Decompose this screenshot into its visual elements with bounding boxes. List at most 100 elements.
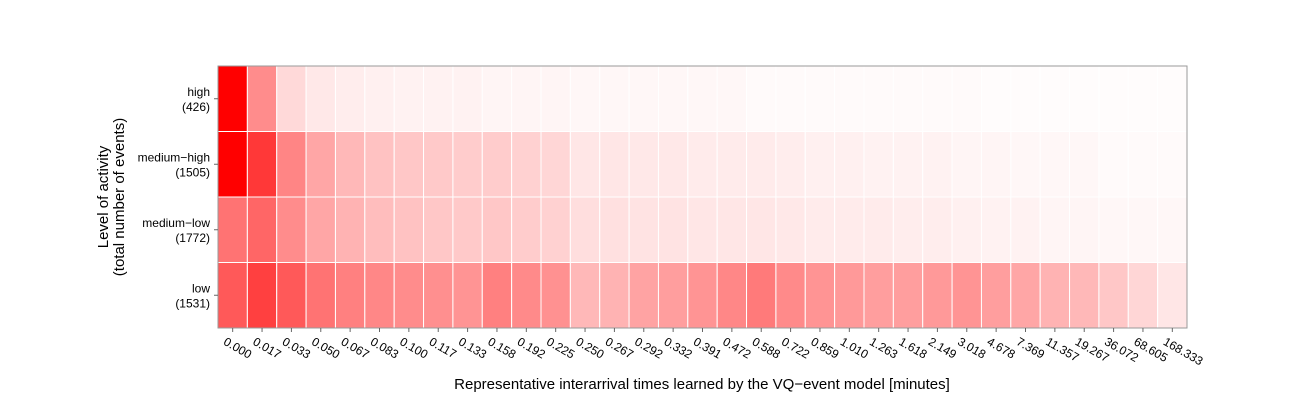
x-tick-label: 0.267 (603, 334, 636, 361)
heatmap-cell (1039, 131, 1071, 198)
heatmap-cell (628, 196, 659, 263)
heatmap-cell (746, 196, 777, 263)
heatmap-cell (481, 65, 513, 132)
x-tick-label: 0.017 (251, 334, 284, 361)
heatmap-cell (922, 131, 953, 198)
heatmap-cell (393, 262, 425, 329)
x-tick-label: 0.033 (280, 334, 313, 361)
y-tick-label-name: medium−high (138, 150, 210, 164)
heatmap-cell (922, 262, 953, 329)
heatmap-cell (1039, 262, 1071, 329)
heatmap-cell (364, 196, 395, 263)
heatmap-cell (1069, 131, 1100, 198)
x-tick-label: 0.292 (632, 334, 665, 361)
heatmap-cell (423, 65, 454, 132)
y-tick-label-name: low (192, 281, 210, 295)
heatmap-cell (246, 131, 278, 198)
heatmap-cell (599, 196, 630, 263)
heatmap-cell (892, 131, 924, 198)
x-tick-label: 0.067 (339, 334, 372, 361)
y-axis-title-line2: (total number of events) (111, 118, 128, 276)
heatmap-cell (775, 262, 806, 329)
x-tick-label: 0.391 (691, 334, 724, 361)
heatmap-cell (276, 131, 307, 198)
heatmap-cell (305, 196, 336, 263)
heatmap-cell (980, 196, 1012, 263)
heatmap-cell (452, 65, 483, 132)
heatmap-cell (834, 262, 865, 329)
x-tick-label: 0.859 (808, 334, 841, 361)
heatmap-cell (775, 196, 806, 263)
heatmap-cell (746, 262, 777, 329)
heatmap-cell (246, 196, 278, 263)
x-tick-label: 0.722 (779, 334, 812, 361)
y-tick-label-count: (1531) (175, 296, 210, 310)
heatmap-cell (746, 65, 777, 132)
heatmap-cell (276, 262, 307, 329)
heatmap-cell (716, 131, 748, 198)
heatmap-cell (452, 131, 483, 198)
heatmap-cell (980, 131, 1012, 198)
x-tick-label: 0.000 (221, 334, 254, 361)
x-tick-label: 0.332 (662, 334, 695, 361)
heatmap-cell (1127, 131, 1159, 198)
heatmap-cell (687, 131, 718, 198)
x-tick-label: 0.192 (515, 334, 548, 361)
x-tick-label: 1.263 (867, 334, 900, 361)
heatmap-cell (334, 131, 366, 198)
y-tick-label-name: medium−low (142, 216, 210, 230)
heatmap-cell (569, 131, 601, 198)
heatmap-cell (305, 65, 336, 132)
heatmap-cell (217, 131, 248, 198)
heatmap-cell (217, 262, 248, 329)
heatmap-cell (1098, 131, 1129, 198)
heatmap-cell (305, 262, 336, 329)
heatmap-cell (1069, 262, 1100, 329)
heatmap-cell (892, 65, 924, 132)
x-tick-label: 1.010 (838, 334, 871, 361)
heatmap-cell (276, 65, 307, 132)
heatmap-cell (423, 196, 454, 263)
heatmap-cell (834, 131, 865, 198)
x-tick-label: 0.100 (397, 334, 430, 361)
heatmap-cell (393, 196, 425, 263)
heatmap-cell (452, 196, 483, 263)
heatmap-cell (511, 131, 542, 198)
y-tick-label-count: (1505) (175, 165, 210, 179)
heatmap-cell (569, 65, 601, 132)
x-axis-title: Representative interarrival times learne… (454, 376, 950, 393)
heatmap-cell (863, 196, 894, 263)
heatmap-cell (1157, 262, 1188, 329)
y-tick-label-count: (1772) (175, 231, 210, 245)
heatmap-cell (1127, 262, 1159, 329)
heatmap-cell (775, 65, 806, 132)
heatmap-cell (1127, 65, 1159, 132)
heatmap-cell (1098, 196, 1129, 263)
heatmap-cell (716, 65, 748, 132)
x-tick-label: 0.083 (368, 334, 401, 361)
x-tick-label: 3.018 (955, 334, 988, 361)
heatmap-cell (746, 131, 777, 198)
y-axis-ticks: high(426) medium−high(1505) medium−low(177… (138, 85, 218, 310)
x-tick-label: 0.158 (485, 334, 518, 361)
heatmap-cell (364, 65, 395, 132)
heatmap-cell (364, 131, 395, 198)
heatmap-cells (217, 65, 1188, 329)
heatmap-cell (1010, 262, 1041, 329)
heatmap-cell (980, 65, 1012, 132)
y-tick-label-count: (426) (182, 100, 210, 114)
x-tick-label: 0.050 (309, 334, 342, 361)
heatmap-cell (687, 262, 718, 329)
heatmap-cell (951, 196, 982, 263)
x-tick-label: 11.357 (1043, 334, 1081, 364)
heatmap-cell (1010, 131, 1041, 198)
heatmap-cell (569, 262, 601, 329)
x-tick-label: 2.149 (926, 334, 959, 361)
heatmap-cell (1010, 196, 1041, 263)
heatmap-cell (423, 131, 454, 198)
heatmap-cell (423, 262, 454, 329)
heatmap-cell (511, 262, 542, 329)
heatmap-cell (863, 131, 894, 198)
x-tick-label: 0.472 (720, 334, 753, 361)
